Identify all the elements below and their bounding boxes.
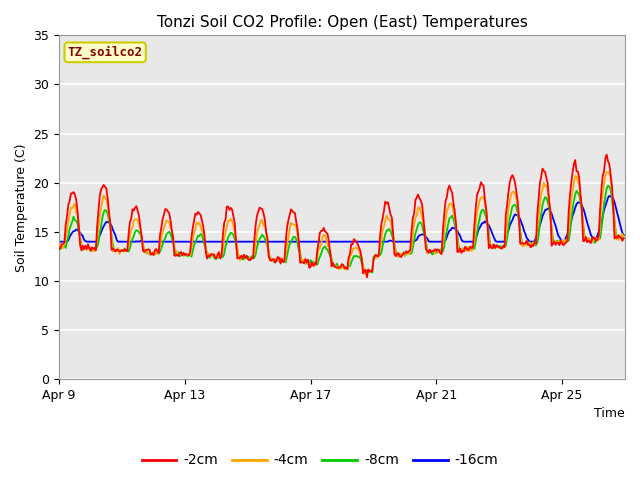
Y-axis label: Soil Temperature (C): Soil Temperature (C)	[15, 143, 28, 272]
Legend: -2cm, -4cm, -8cm, -16cm: -2cm, -4cm, -8cm, -16cm	[136, 448, 504, 473]
Title: Tonzi Soil CO2 Profile: Open (East) Temperatures: Tonzi Soil CO2 Profile: Open (East) Temp…	[157, 15, 527, 30]
Text: Time: Time	[595, 407, 625, 420]
Text: TZ_soilco2: TZ_soilco2	[68, 46, 143, 59]
